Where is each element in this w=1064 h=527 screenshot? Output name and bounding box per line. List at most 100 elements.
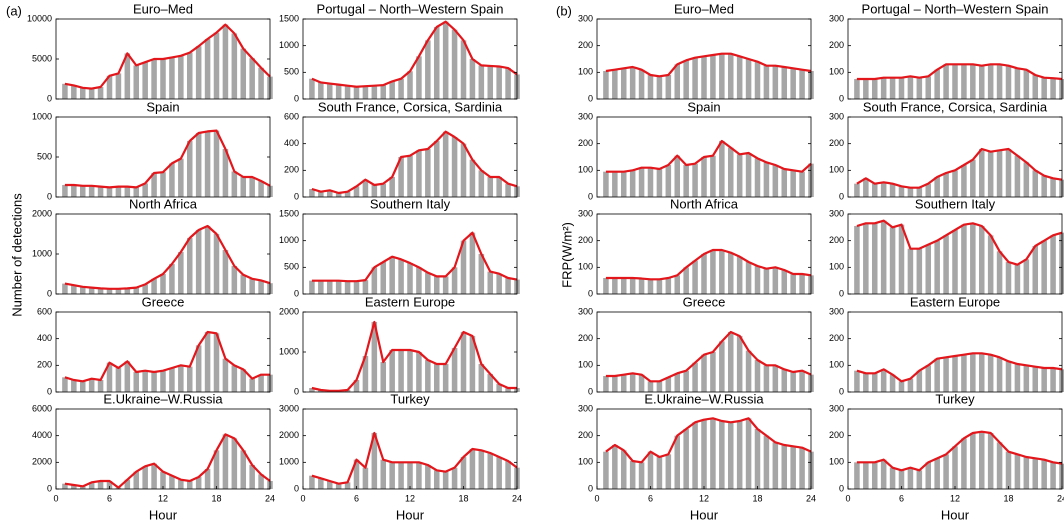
bar xyxy=(638,278,645,294)
bar xyxy=(854,183,860,197)
bar xyxy=(389,350,395,392)
bar xyxy=(745,59,752,99)
bar xyxy=(160,59,166,99)
bar xyxy=(996,357,1003,392)
bar xyxy=(952,446,958,489)
bar xyxy=(425,149,431,197)
bar xyxy=(799,171,805,197)
bar xyxy=(745,350,752,392)
bar xyxy=(854,370,860,392)
bar xyxy=(169,264,175,294)
bar xyxy=(925,183,932,197)
x-tick-label: 6 xyxy=(107,493,112,503)
bar xyxy=(683,165,689,197)
bar xyxy=(318,82,324,99)
bar xyxy=(647,381,654,392)
x-tick-label: 0 xyxy=(594,493,599,503)
bar xyxy=(674,275,681,294)
bar xyxy=(433,276,440,294)
y-tick-label: 200 xyxy=(578,333,593,343)
bar xyxy=(1005,451,1012,489)
bar xyxy=(309,388,315,392)
bar xyxy=(952,230,958,294)
bar xyxy=(249,177,255,197)
bar xyxy=(727,332,734,392)
bar xyxy=(326,190,333,197)
bar xyxy=(1041,459,1047,489)
y-tick-label: 200 xyxy=(829,333,844,343)
bar xyxy=(736,56,743,99)
y-tick-label: 400 xyxy=(284,138,299,148)
x-tick-label: 24 xyxy=(512,493,522,503)
bar xyxy=(478,364,485,392)
chart-title: E.Ukraine–W.Russia xyxy=(103,391,223,406)
bar xyxy=(142,466,148,489)
bar xyxy=(106,75,113,99)
bar xyxy=(692,422,698,489)
bar xyxy=(978,149,985,197)
bar xyxy=(79,87,86,99)
bar xyxy=(425,465,431,489)
bar xyxy=(249,378,255,392)
bar xyxy=(496,177,502,197)
chart-title: Spain xyxy=(146,99,179,114)
bar xyxy=(612,376,618,392)
bar xyxy=(344,482,351,489)
x-tick-label: 18 xyxy=(1003,493,1013,503)
bar xyxy=(727,252,734,294)
x-tick-label: 24 xyxy=(806,493,816,503)
bar xyxy=(213,32,220,99)
bar xyxy=(603,171,609,197)
bar xyxy=(353,186,360,197)
bar xyxy=(907,187,914,197)
bar xyxy=(1032,75,1039,99)
bar xyxy=(79,381,86,392)
bar xyxy=(754,266,761,294)
bar xyxy=(97,481,104,489)
bar xyxy=(754,429,761,489)
x-axis-label: Hour xyxy=(941,507,970,522)
bar xyxy=(898,224,905,294)
y-tick-label: 10000 xyxy=(27,13,52,23)
bar xyxy=(638,374,645,392)
y-tick-label: 200 xyxy=(578,235,593,245)
bar xyxy=(763,435,770,489)
line xyxy=(605,248,812,281)
axes-frame xyxy=(302,18,518,100)
bar xyxy=(398,78,404,99)
bar xyxy=(160,370,166,392)
bar xyxy=(124,186,131,197)
bar xyxy=(736,154,743,197)
bar xyxy=(745,418,752,489)
y-tick-label: 2000 xyxy=(32,208,52,218)
bar xyxy=(1032,170,1039,197)
bar xyxy=(160,172,166,197)
x-tick-label: 12 xyxy=(699,493,709,503)
bar xyxy=(603,376,609,392)
line xyxy=(64,23,271,90)
bar xyxy=(719,421,725,489)
axes-frame xyxy=(596,213,812,295)
chart-title: North Africa xyxy=(129,196,198,211)
bar xyxy=(656,279,663,294)
line xyxy=(856,147,1063,189)
bar xyxy=(916,248,923,294)
bar xyxy=(692,362,698,392)
bar xyxy=(353,281,360,294)
bar xyxy=(362,86,369,99)
bar xyxy=(478,65,485,99)
bar xyxy=(451,348,458,392)
bar xyxy=(736,336,743,392)
bar xyxy=(970,223,976,294)
bar xyxy=(204,39,211,99)
bar xyxy=(258,181,264,197)
bar xyxy=(106,362,113,392)
bar xyxy=(344,281,351,294)
bar xyxy=(380,362,387,392)
y-tick-label: 300 xyxy=(829,208,844,218)
bar xyxy=(416,150,422,197)
y-tick-label: 300 xyxy=(578,403,593,413)
bar xyxy=(674,155,681,197)
bar xyxy=(371,322,378,392)
x-tick-label: 24 xyxy=(1057,493,1064,503)
